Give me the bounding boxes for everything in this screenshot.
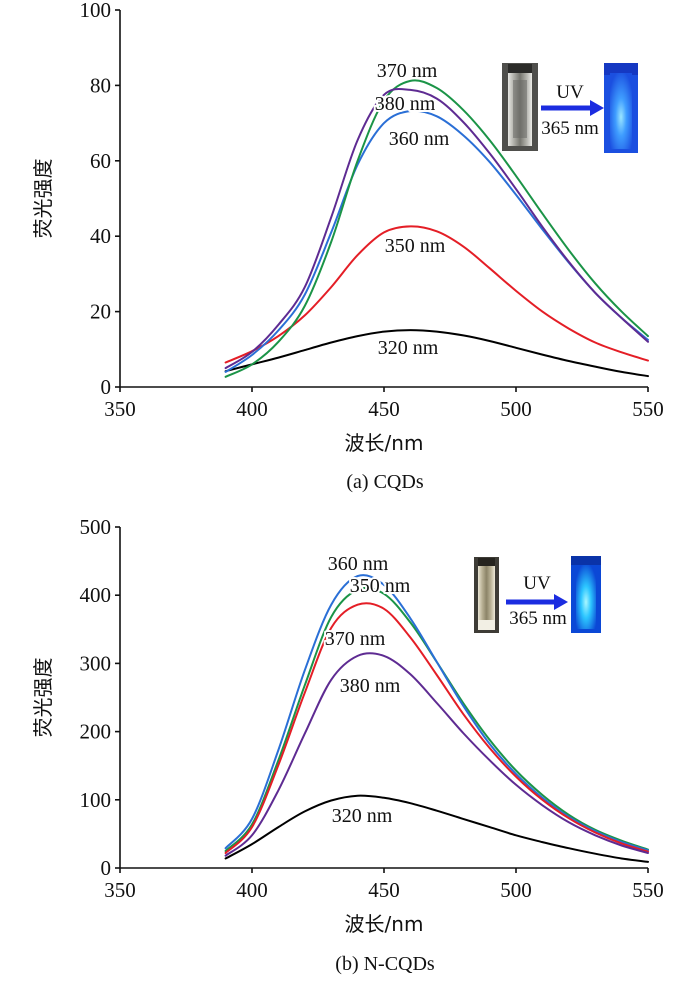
chart-caption: (b) N-CQDs [335, 953, 435, 975]
y-tick-label: 200 [80, 720, 112, 744]
y-tick-label: 0 [101, 375, 112, 399]
cuvette-photo-uv [571, 556, 601, 633]
series-line-380-nm [224, 652, 649, 857]
series-label-380-nm: 380 nm [340, 675, 401, 697]
series-line-350-nm [224, 225, 649, 364]
series-line-370-nm [224, 602, 649, 854]
chart-panel-b: 0 100 200 300 400 500 350 400 450 500 550 320 nm 350… [31, 515, 664, 975]
series-line-320-nm [224, 794, 649, 863]
inset-label-uv: UV [556, 82, 584, 103]
cuvette-photo-daylight [474, 557, 499, 633]
x-tick-label: 450 [368, 397, 400, 421]
inset-label-wavelength: 365 nm [509, 608, 567, 629]
x-tick-label: 350 [104, 397, 136, 421]
cuvette-bottom [478, 620, 495, 630]
cuvette-photo-uv [604, 63, 638, 153]
chart-caption: (a) CQDs [346, 471, 423, 493]
series-line-380-nm [224, 87, 649, 370]
y-tick-label: 0 [101, 856, 112, 880]
y-tick-label: 100 [80, 0, 112, 22]
y-tick-label: 80 [90, 73, 111, 97]
y-axis-title: 荧光强度 [31, 159, 55, 239]
y-tick-label: 500 [80, 515, 112, 539]
series-label-350-nm: 350 nm [385, 235, 446, 257]
series-label-370-nm: 370 nm [325, 628, 386, 650]
x-axis-title: 波长/nm [345, 431, 424, 455]
series-label-320-nm: 320 nm [378, 337, 439, 359]
cuvette-cap [571, 556, 601, 565]
chart-panel-a: 0 20 40 60 80 100 350 400 450 500 550 320 nm 350 nm 3… [31, 0, 664, 493]
x-tick-label: 500 [500, 878, 532, 902]
series-label-380-nm: 380 nm [375, 93, 436, 115]
y-tick-label: 60 [90, 149, 111, 173]
inset-b: UV 365 nm [474, 556, 601, 633]
cuvette-cap [478, 558, 495, 566]
cuvette-inner [513, 80, 527, 138]
cuvette-body [478, 563, 495, 630]
arrow-head [554, 594, 568, 610]
series-lines [224, 79, 649, 378]
series-line-360-nm [224, 574, 649, 852]
series-label-360-nm: 360 nm [328, 553, 389, 575]
y-tick-label: 400 [80, 583, 112, 607]
x-axis-title: 波长/nm [345, 912, 424, 936]
x-tick-label: 450 [368, 878, 400, 902]
y-tick-label: 100 [80, 788, 112, 812]
cuvette-photo-daylight [502, 63, 538, 151]
arrow-head [590, 100, 604, 116]
inset-label-uv: UV [523, 573, 551, 594]
y-tick-label: 20 [90, 300, 111, 324]
cuvette-glow [610, 73, 632, 149]
y-tick-label: 40 [90, 224, 111, 248]
series-line-370-nm [224, 79, 649, 378]
series-line-320-nm [224, 329, 649, 378]
series-label-360-nm: 360 nm [389, 128, 450, 150]
series-label-350-nm: 350 nm [350, 575, 411, 597]
series-label-370-nm: 370 nm [377, 60, 438, 82]
cuvette-glow [576, 565, 596, 629]
y-tick-label: 300 [80, 651, 112, 675]
x-tick-label: 400 [236, 397, 268, 421]
uv-arrow-icon [541, 100, 604, 116]
y-axis-title: 荧光强度 [31, 658, 55, 738]
uv-arrow-icon [506, 594, 568, 610]
inset-a: UV 365 nm [502, 63, 638, 153]
series-lines [224, 574, 649, 863]
x-tick-label: 350 [104, 878, 136, 902]
series-label-320-nm: 320 nm [332, 805, 393, 827]
cuvette-cap [508, 64, 532, 73]
x-tick-label: 500 [500, 397, 532, 421]
x-tick-label: 400 [236, 878, 268, 902]
inset-label-wavelength: 365 nm [541, 118, 599, 139]
x-tick-label: 550 [632, 397, 664, 421]
cuvette-cap [604, 63, 638, 75]
x-tick-label: 550 [632, 878, 664, 902]
